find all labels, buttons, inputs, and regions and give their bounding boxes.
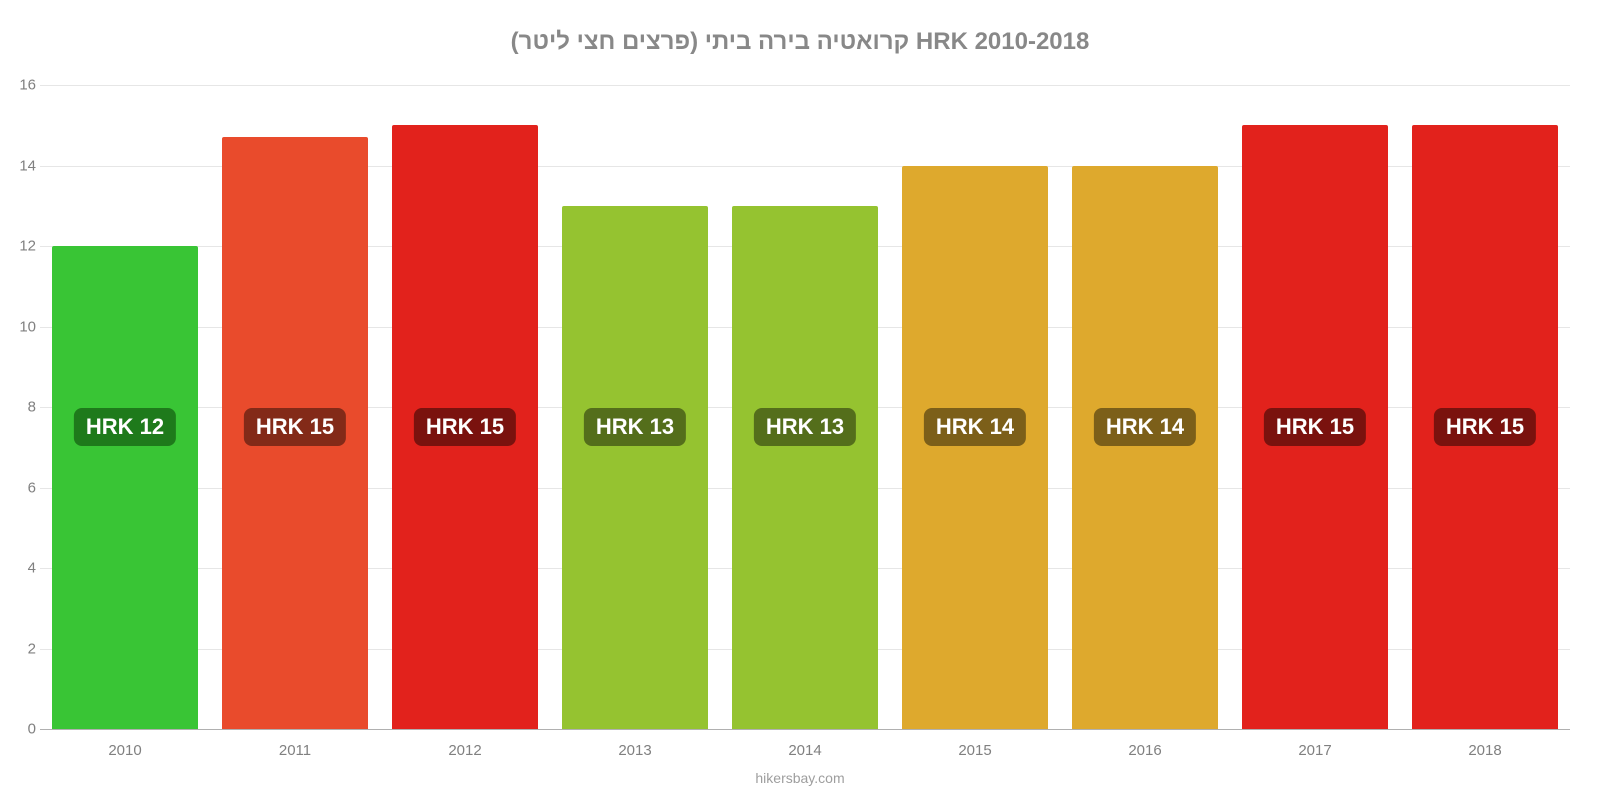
xtick-label: 2011 — [279, 742, 311, 759]
ytick-label: 14 — [8, 157, 36, 174]
bar-slot: HRK 142015 — [890, 85, 1060, 729]
bar — [562, 206, 708, 729]
xtick-label: 2016 — [1128, 742, 1161, 759]
xtick-label: 2015 — [958, 742, 991, 759]
xtick-label: 2018 — [1468, 742, 1501, 759]
plot-area: 0246810121416HRK 122010HRK 152011HRK 152… — [40, 85, 1570, 730]
attribution: hikersbay.com — [0, 770, 1600, 786]
chart-title: קרואטיה בירה ביתי (פרצים חצי ליטר) HRK 2… — [0, 0, 1600, 56]
xtick-label: 2012 — [448, 742, 481, 759]
bar-value-label: HRK 15 — [1264, 408, 1366, 446]
xtick-label: 2014 — [788, 742, 821, 759]
bar-slot: HRK 122010 — [40, 85, 210, 729]
ytick-label: 8 — [8, 399, 36, 416]
bar-value-label: HRK 12 — [74, 408, 176, 446]
ytick-label: 2 — [8, 640, 36, 657]
bar-value-label: HRK 15 — [244, 408, 346, 446]
ytick-label: 12 — [8, 238, 36, 255]
bar — [732, 206, 878, 729]
bar-slot: HRK 132013 — [550, 85, 720, 729]
bar-value-label: HRK 14 — [924, 408, 1026, 446]
bar-value-label: HRK 14 — [1094, 408, 1196, 446]
bar-slot: HRK 152018 — [1400, 85, 1570, 729]
ytick-label: 4 — [8, 560, 36, 577]
bar — [902, 166, 1048, 730]
bar-slot: HRK 142016 — [1060, 85, 1230, 729]
xtick-label: 2013 — [618, 742, 651, 759]
bar-value-label: HRK 15 — [1434, 408, 1536, 446]
ytick-label: 6 — [8, 479, 36, 496]
bar-slot: HRK 132014 — [720, 85, 890, 729]
bar-value-label: HRK 13 — [584, 408, 686, 446]
bar-slot: HRK 152017 — [1230, 85, 1400, 729]
bar-value-label: HRK 15 — [414, 408, 516, 446]
xtick-label: 2017 — [1298, 742, 1331, 759]
chart-container: קרואטיה בירה ביתי (פרצים חצי ליטר) HRK 2… — [0, 0, 1600, 800]
ytick-label: 16 — [8, 77, 36, 94]
bar-value-label: HRK 13 — [754, 408, 856, 446]
bar — [52, 246, 198, 729]
xtick-label: 2010 — [108, 742, 141, 759]
bar-slot: HRK 152011 — [210, 85, 380, 729]
ytick-label: 0 — [8, 721, 36, 738]
ytick-label: 10 — [8, 318, 36, 335]
bar — [1072, 166, 1218, 730]
bar-slot: HRK 152012 — [380, 85, 550, 729]
